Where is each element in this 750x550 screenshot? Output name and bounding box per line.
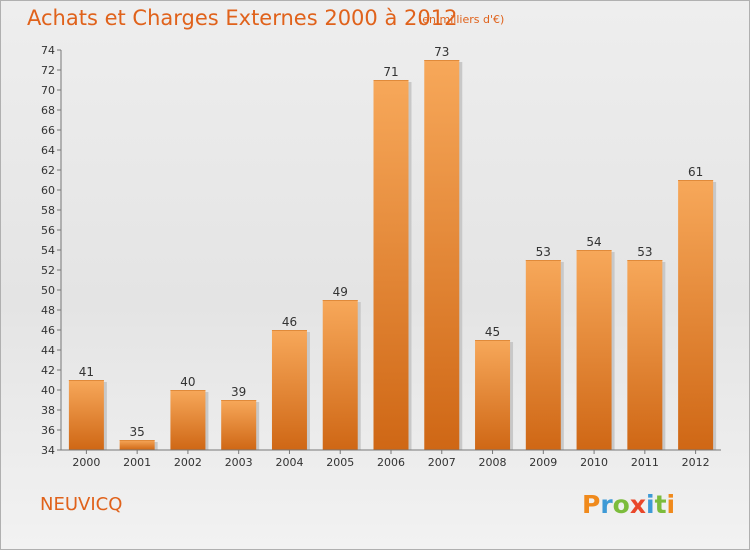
- data-label: 35: [130, 425, 145, 439]
- bar-2003: [221, 400, 257, 450]
- y-tick-label: 62: [41, 164, 55, 177]
- y-tick-label: 46: [41, 324, 55, 337]
- chart-unit-label: (en milliers d'€): [418, 13, 505, 26]
- y-tick-label: 44: [41, 344, 55, 357]
- x-tick-label: 2005: [326, 456, 354, 469]
- y-tick-label: 40: [41, 384, 55, 397]
- y-tick-label: 36: [41, 424, 55, 437]
- bar-2000: [68, 380, 104, 450]
- x-tick-label: 2011: [631, 456, 659, 469]
- y-tick-label: 68: [41, 104, 55, 117]
- y-tick-label: 74: [41, 44, 55, 57]
- data-label: 41: [79, 365, 94, 379]
- bar-2001: [119, 440, 155, 450]
- bar-2009: [525, 260, 561, 450]
- logo-letter: P: [582, 490, 601, 519]
- logo-letter: i: [646, 490, 655, 519]
- x-tick-label: 2009: [529, 456, 557, 469]
- bar-2005: [322, 300, 358, 450]
- y-tick-label: 60: [41, 184, 55, 197]
- data-label: 53: [536, 245, 551, 259]
- data-label: 45: [485, 325, 500, 339]
- data-label: 73: [434, 45, 449, 59]
- bar-2002: [170, 390, 206, 450]
- y-tick-label: 58: [41, 204, 55, 217]
- x-tick-label: 2006: [377, 456, 405, 469]
- logo-letter: i: [666, 490, 676, 519]
- y-tick-label: 52: [41, 264, 55, 277]
- y-tick-label: 50: [41, 284, 55, 297]
- x-tick-label: 2000: [72, 456, 100, 469]
- chart-title: Achats et Charges Externes 2000 à 2012: [27, 6, 458, 30]
- data-label: 71: [383, 65, 398, 79]
- logo-letter: x: [629, 490, 646, 519]
- y-tick-label: 72: [41, 64, 55, 77]
- data-label: 53: [637, 245, 652, 259]
- data-label: 39: [231, 385, 246, 399]
- x-tick-label: 2001: [123, 456, 151, 469]
- data-label: 49: [333, 285, 348, 299]
- x-tick-label: 2002: [174, 456, 202, 469]
- y-tick-label: 66: [41, 124, 55, 137]
- y-tick-label: 48: [41, 304, 55, 317]
- bar-2004: [271, 330, 307, 450]
- x-tick-label: 2007: [428, 456, 456, 469]
- data-label: 61: [688, 165, 703, 179]
- y-tick-label: 70: [41, 84, 55, 97]
- x-tick-label: 2012: [682, 456, 710, 469]
- bar-2007: [424, 60, 460, 450]
- bar-2006: [373, 80, 409, 450]
- data-label: 40: [180, 375, 195, 389]
- place-name: NEUVICQ: [40, 494, 123, 515]
- bar-2012: [678, 180, 714, 450]
- y-tick-label: 64: [41, 144, 55, 157]
- data-label: 46: [282, 315, 297, 329]
- x-tick-label: 2010: [580, 456, 608, 469]
- y-tick-label: 54: [41, 244, 55, 257]
- y-tick-label: 42: [41, 364, 55, 377]
- x-tick-label: 2008: [479, 456, 507, 469]
- y-tick-label: 38: [41, 404, 55, 417]
- bar-2011: [627, 260, 663, 450]
- logo-letter: r: [600, 490, 613, 519]
- logo-letter: t: [654, 490, 667, 519]
- bar-2008: [475, 340, 511, 450]
- y-tick-label: 34: [41, 444, 55, 457]
- data-label: 54: [586, 235, 601, 249]
- x-tick-label: 2004: [275, 456, 303, 469]
- x-tick-label: 2003: [225, 456, 253, 469]
- logo-letter: o: [612, 490, 630, 519]
- bar-2010: [576, 250, 612, 450]
- proxiti-logo: Proxiti: [582, 490, 675, 519]
- y-tick-label: 56: [41, 224, 55, 237]
